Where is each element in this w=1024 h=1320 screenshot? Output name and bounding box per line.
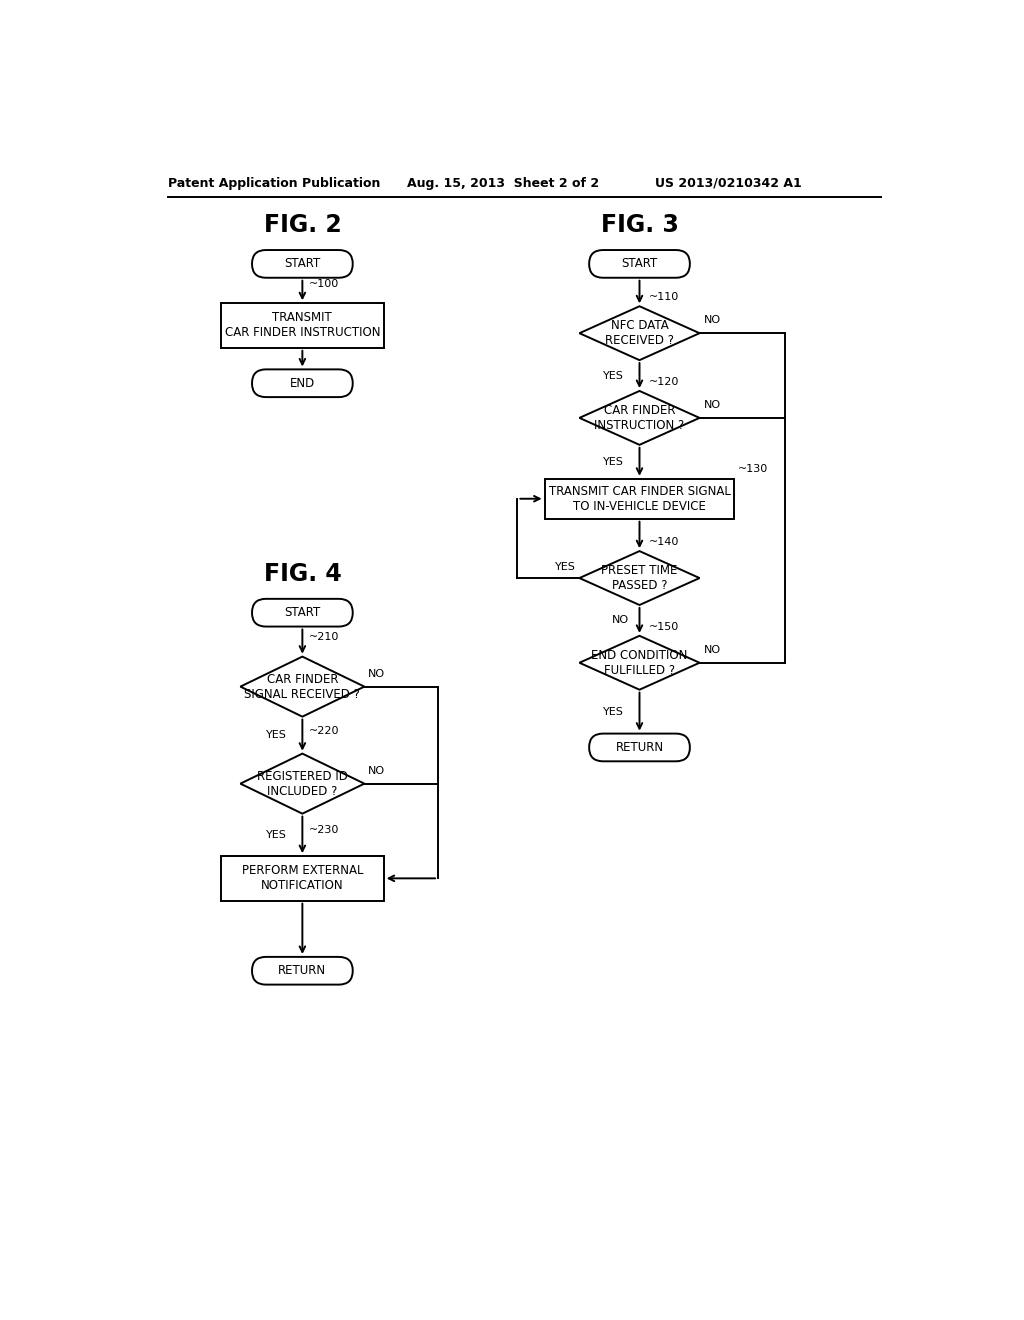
Text: YES: YES (266, 730, 287, 741)
Text: START: START (285, 257, 321, 271)
Text: FIG. 4: FIG. 4 (263, 562, 341, 586)
Text: TRANSMIT
CAR FINDER INSTRUCTION: TRANSMIT CAR FINDER INSTRUCTION (224, 312, 380, 339)
Text: RETURN: RETURN (279, 964, 327, 977)
Bar (221, 857, 384, 900)
Text: NO: NO (611, 615, 629, 626)
Text: US 2013/0210342 A1: US 2013/0210342 A1 (655, 177, 802, 190)
Text: NO: NO (369, 669, 385, 678)
Bar (221, 304, 384, 348)
Text: RETURN: RETURN (615, 741, 664, 754)
Text: NO: NO (703, 315, 721, 326)
Text: YES: YES (603, 706, 624, 717)
Text: PERFORM EXTERNAL
NOTIFICATION: PERFORM EXTERNAL NOTIFICATION (242, 865, 364, 892)
Text: YES: YES (555, 562, 575, 572)
FancyBboxPatch shape (252, 370, 352, 397)
FancyBboxPatch shape (252, 599, 352, 627)
Bar (545, 479, 734, 519)
Text: YES: YES (266, 830, 287, 840)
FancyBboxPatch shape (252, 249, 352, 277)
Text: START: START (285, 606, 321, 619)
Polygon shape (580, 636, 699, 689)
Text: END CONDITION
FULFILLED ?: END CONDITION FULFILLED ? (591, 648, 688, 677)
Text: ~230: ~230 (308, 825, 339, 836)
Text: ~130: ~130 (738, 465, 769, 474)
Text: FIG. 2: FIG. 2 (263, 214, 341, 238)
Polygon shape (241, 754, 365, 813)
Text: NO: NO (369, 766, 385, 776)
Text: CAR FINDER
SIGNAL RECEIVED ?: CAR FINDER SIGNAL RECEIVED ? (245, 673, 360, 701)
Text: Aug. 15, 2013  Sheet 2 of 2: Aug. 15, 2013 Sheet 2 of 2 (407, 177, 599, 190)
Text: FIG. 3: FIG. 3 (600, 214, 679, 238)
Text: ~220: ~220 (308, 726, 339, 735)
Text: ~110: ~110 (649, 292, 679, 302)
Text: ~120: ~120 (649, 376, 679, 387)
Text: END: END (290, 376, 315, 389)
FancyBboxPatch shape (252, 957, 352, 985)
Text: NO: NO (703, 645, 721, 655)
FancyBboxPatch shape (589, 249, 690, 277)
Text: ~210: ~210 (308, 632, 339, 642)
Polygon shape (241, 656, 365, 717)
Text: YES: YES (603, 457, 624, 467)
FancyBboxPatch shape (589, 734, 690, 762)
Text: CAR FINDER
INSTRUCTION ?: CAR FINDER INSTRUCTION ? (594, 404, 685, 432)
Text: REGISTERED ID
INCLUDED ?: REGISTERED ID INCLUDED ? (257, 770, 348, 797)
Text: NFC DATA
RECEIVED ?: NFC DATA RECEIVED ? (605, 319, 674, 347)
Text: ~140: ~140 (649, 537, 679, 546)
Text: Patent Application Publication: Patent Application Publication (168, 177, 381, 190)
Polygon shape (580, 306, 699, 360)
Polygon shape (580, 552, 699, 605)
Polygon shape (580, 391, 699, 445)
Text: YES: YES (603, 371, 624, 380)
Text: NO: NO (703, 400, 721, 411)
Text: TRANSMIT CAR FINDER SIGNAL
TO IN-VEHICLE DEVICE: TRANSMIT CAR FINDER SIGNAL TO IN-VEHICLE… (549, 484, 730, 512)
Text: ~100: ~100 (308, 280, 339, 289)
Text: START: START (622, 257, 657, 271)
Text: PRESET TIME
PASSED ?: PRESET TIME PASSED ? (601, 564, 678, 593)
Text: ~150: ~150 (649, 622, 679, 631)
